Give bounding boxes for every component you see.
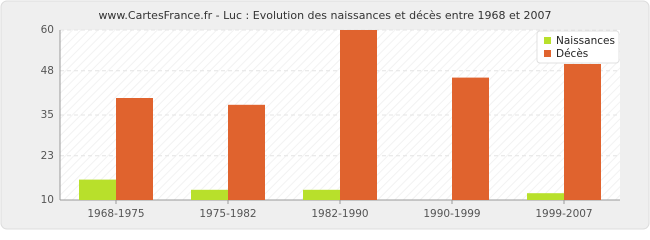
bar — [303, 189, 340, 200]
legend-swatch — [544, 37, 551, 44]
legend-swatch — [544, 50, 551, 57]
y-tick-label: 48 — [41, 65, 54, 77]
x-tick-label: 1999-2007 — [535, 208, 592, 220]
y-tick-label: 10 — [41, 194, 54, 206]
legend-label: Naissances — [556, 35, 615, 47]
bar — [79, 179, 116, 200]
x-tick-label: 1990-1999 — [423, 208, 480, 220]
bar — [527, 193, 564, 200]
chart-title: www.CartesFrance.fr - Luc : Evolution de… — [98, 9, 551, 22]
y-tick-label: 60 — [41, 24, 54, 36]
page: www.CartesFrance.fr - Luc : Evolution de… — [0, 0, 650, 230]
bar — [564, 64, 601, 200]
bar — [116, 98, 153, 200]
legend-label: Décès — [556, 48, 588, 60]
bar — [340, 30, 377, 200]
y-tick-label: 35 — [41, 109, 54, 121]
x-tick-label: 1968-1975 — [87, 208, 144, 220]
bar — [228, 104, 265, 200]
legend-box — [536, 30, 620, 64]
bar — [452, 77, 489, 200]
x-tick-label: 1982-1990 — [311, 208, 368, 220]
x-tick-label: 1975-1982 — [199, 208, 256, 220]
y-tick-label: 23 — [41, 150, 54, 162]
bar — [191, 189, 228, 200]
chart: www.CartesFrance.fr - Luc : Evolution de… — [0, 0, 650, 230]
